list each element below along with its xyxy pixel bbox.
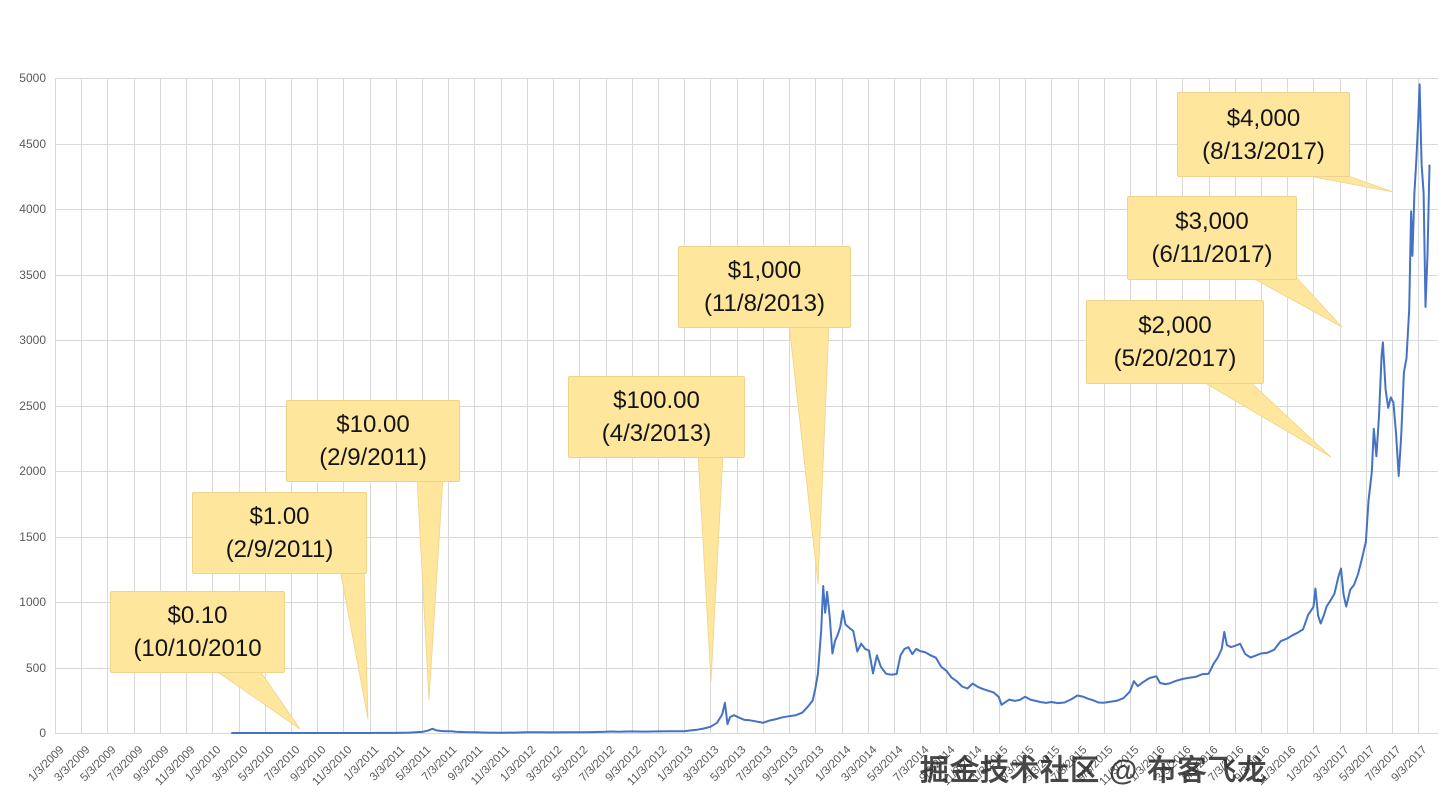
annotation-callout: $1,000 (11/8/2013) [678,246,851,328]
annotation-price: $1,000 [727,257,802,284]
annotation-date: (11/8/2013) [704,290,825,317]
annotation-callout: $1.00 (2/9/2011) [192,492,367,574]
callout-tail [697,453,724,682]
y-tick-label: 4000 [19,202,46,216]
y-tick-label: 0 [39,726,46,740]
annotation-price: $100.00 [613,387,700,414]
callout-tail [788,323,830,585]
annotation-callout: $0.10 (10/10/2010 [110,591,285,673]
annotation-callout: $4,000 (8/13/2017) [1177,92,1350,177]
annotation-price: $2,000 [1138,312,1212,339]
annotation-callout: $100.00 (4/3/2013) [568,376,745,458]
y-tick-label: 5000 [19,71,46,85]
watermark: 掘金技术社区 @ 布客飞龙 [920,755,1268,787]
annotation-callout: $10.00 (2/9/2011) [286,400,460,482]
annotation-price: $3,000 [1175,208,1249,235]
annotation-price: $1.00 [249,503,310,530]
callout-tail [210,667,301,730]
annotation-date: (10/10/2010 [133,635,262,662]
annotation-date: (8/13/2017) [1202,137,1325,165]
callout-tails [210,172,1394,730]
annotation-date: (4/3/2013) [601,420,712,447]
annotation-callout: $2,000 (5/20/2017) [1086,300,1264,384]
callout-tail [416,477,444,701]
annotation-callout: $3,000 (6/11/2017) [1127,196,1297,280]
y-tick-label: 2000 [19,464,46,478]
annotation-date: (6/11/2017) [1151,241,1273,268]
annotation-price: $4,000 [1226,104,1301,132]
gridlines [55,78,1438,734]
annotation-price: $0.10 [167,602,228,629]
y-tick-label: 3000 [19,333,46,347]
annotation-date: (5/20/2017) [1113,345,1237,372]
y-tick-label: 4500 [19,136,46,151]
y-tick-label: 1500 [19,529,46,544]
y-tick-label: 500 [25,660,46,675]
y-tick-label: 3500 [19,267,46,282]
annotation-date: (2/9/2011) [319,444,427,471]
y-tick-label: 2500 [19,398,46,413]
callout-tail [1198,379,1332,458]
annotation-price: $10.00 [336,411,410,438]
annotation-date: (2/9/2011) [225,536,334,563]
price-line [231,83,1431,734]
y-tick-label: 1000 [19,595,46,609]
callout-tail [339,568,369,720]
